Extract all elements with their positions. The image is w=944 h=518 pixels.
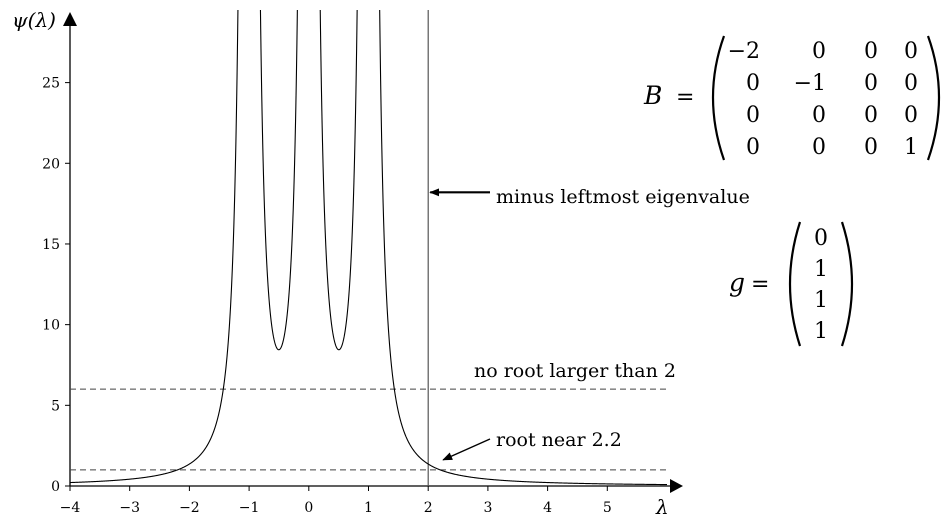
matrix-B-cell: 1: [904, 135, 918, 160]
vector-g-cell: 1: [814, 319, 828, 344]
vector-g-cell: 1: [814, 288, 828, 313]
y-tick-label: 20: [42, 156, 60, 172]
x-tick-label: 4: [543, 500, 552, 516]
y-axis-label: ψ(λ): [12, 8, 56, 32]
x-tick-label: −4: [60, 500, 81, 516]
y-tick-label: 10: [42, 318, 60, 334]
vector-g-cells: 0 1 1 1: [814, 226, 828, 344]
y-tick-label: 0: [51, 479, 60, 495]
vector-g-right-paren: [840, 221, 854, 347]
y-tick-label: 5: [51, 398, 60, 414]
vector-g-cell: 0: [814, 226, 828, 251]
matrix-B-cell: 0: [864, 135, 878, 160]
x-tick-label: −2: [179, 500, 200, 516]
psi-curve-branch: [379, 10, 668, 486]
matrix-B-cell: 0: [812, 103, 826, 128]
matrix-B-right-paren: [926, 35, 941, 161]
matrix-B-cell: 0: [812, 39, 826, 64]
psi-curve-branch: [70, 10, 239, 484]
psi-curve-branch: [259, 10, 298, 351]
vector-g-left-paren: [788, 221, 802, 347]
matrix-B: B = −2 0 0 0 0 −1 0 0 0 0 0 0 0 0 0 1: [643, 35, 941, 161]
vector-g-cell: 1: [814, 257, 828, 282]
matrix-B-cell: 0: [864, 39, 878, 64]
matrix-B-cell: −1: [794, 71, 826, 96]
matrix-B-cell: 0: [746, 135, 760, 160]
x-tick-label: 2: [424, 500, 433, 516]
x-axis-label: λ: [655, 495, 669, 518]
matrix-B-cell: 0: [864, 71, 878, 96]
annotation-root-near: root near 2.2: [496, 429, 622, 451]
y-axis-arrow: [63, 12, 77, 26]
x-tick-label: −3: [119, 500, 140, 516]
matrix-B-name: B: [643, 81, 662, 110]
matrix-B-cell: 0: [812, 135, 826, 160]
arrow-root-near: [442, 438, 491, 461]
x-tick-label: −1: [239, 500, 260, 516]
x-tick-label: 0: [304, 500, 313, 516]
annotation-no-root: no root larger than 2: [474, 360, 676, 382]
vector-g-name: g: [729, 268, 745, 297]
x-tick-label: 1: [364, 500, 373, 516]
annotation-minus-leftmost-eigenvalue: minus leftmost eigenvalue: [496, 186, 750, 208]
matrix-B-cell: −2: [728, 39, 760, 64]
matrix-B-cell: 0: [746, 103, 760, 128]
matrix-B-cell: 0: [904, 39, 918, 64]
vector-g-equals: =: [751, 272, 769, 297]
matrix-B-cell: 0: [864, 103, 878, 128]
y-tick-label: 15: [42, 237, 60, 253]
psi-curve-branch: [319, 10, 358, 351]
matrix-B-cell: 0: [904, 71, 918, 96]
matrix-B-equals: =: [676, 85, 694, 110]
x-tick-label: 5: [603, 500, 612, 516]
matrix-B-left-paren: [711, 35, 726, 161]
y-tick-label: 25: [42, 76, 60, 92]
plot-area: −4 −3 −2 −1 0 1 2 3 4 5 0 5 10 15 20 25: [42, 10, 683, 516]
x-axis-arrow: [670, 479, 683, 493]
matrix-B-cell: 0: [746, 71, 760, 96]
matrix-B-cell: 0: [904, 103, 918, 128]
matrix-B-cells: −2 0 0 0 0 −1 0 0 0 0 0 0 0 0 0 1: [728, 39, 918, 160]
vector-g: g = 0 1 1 1: [729, 221, 854, 347]
x-tick-label: 3: [483, 500, 492, 516]
